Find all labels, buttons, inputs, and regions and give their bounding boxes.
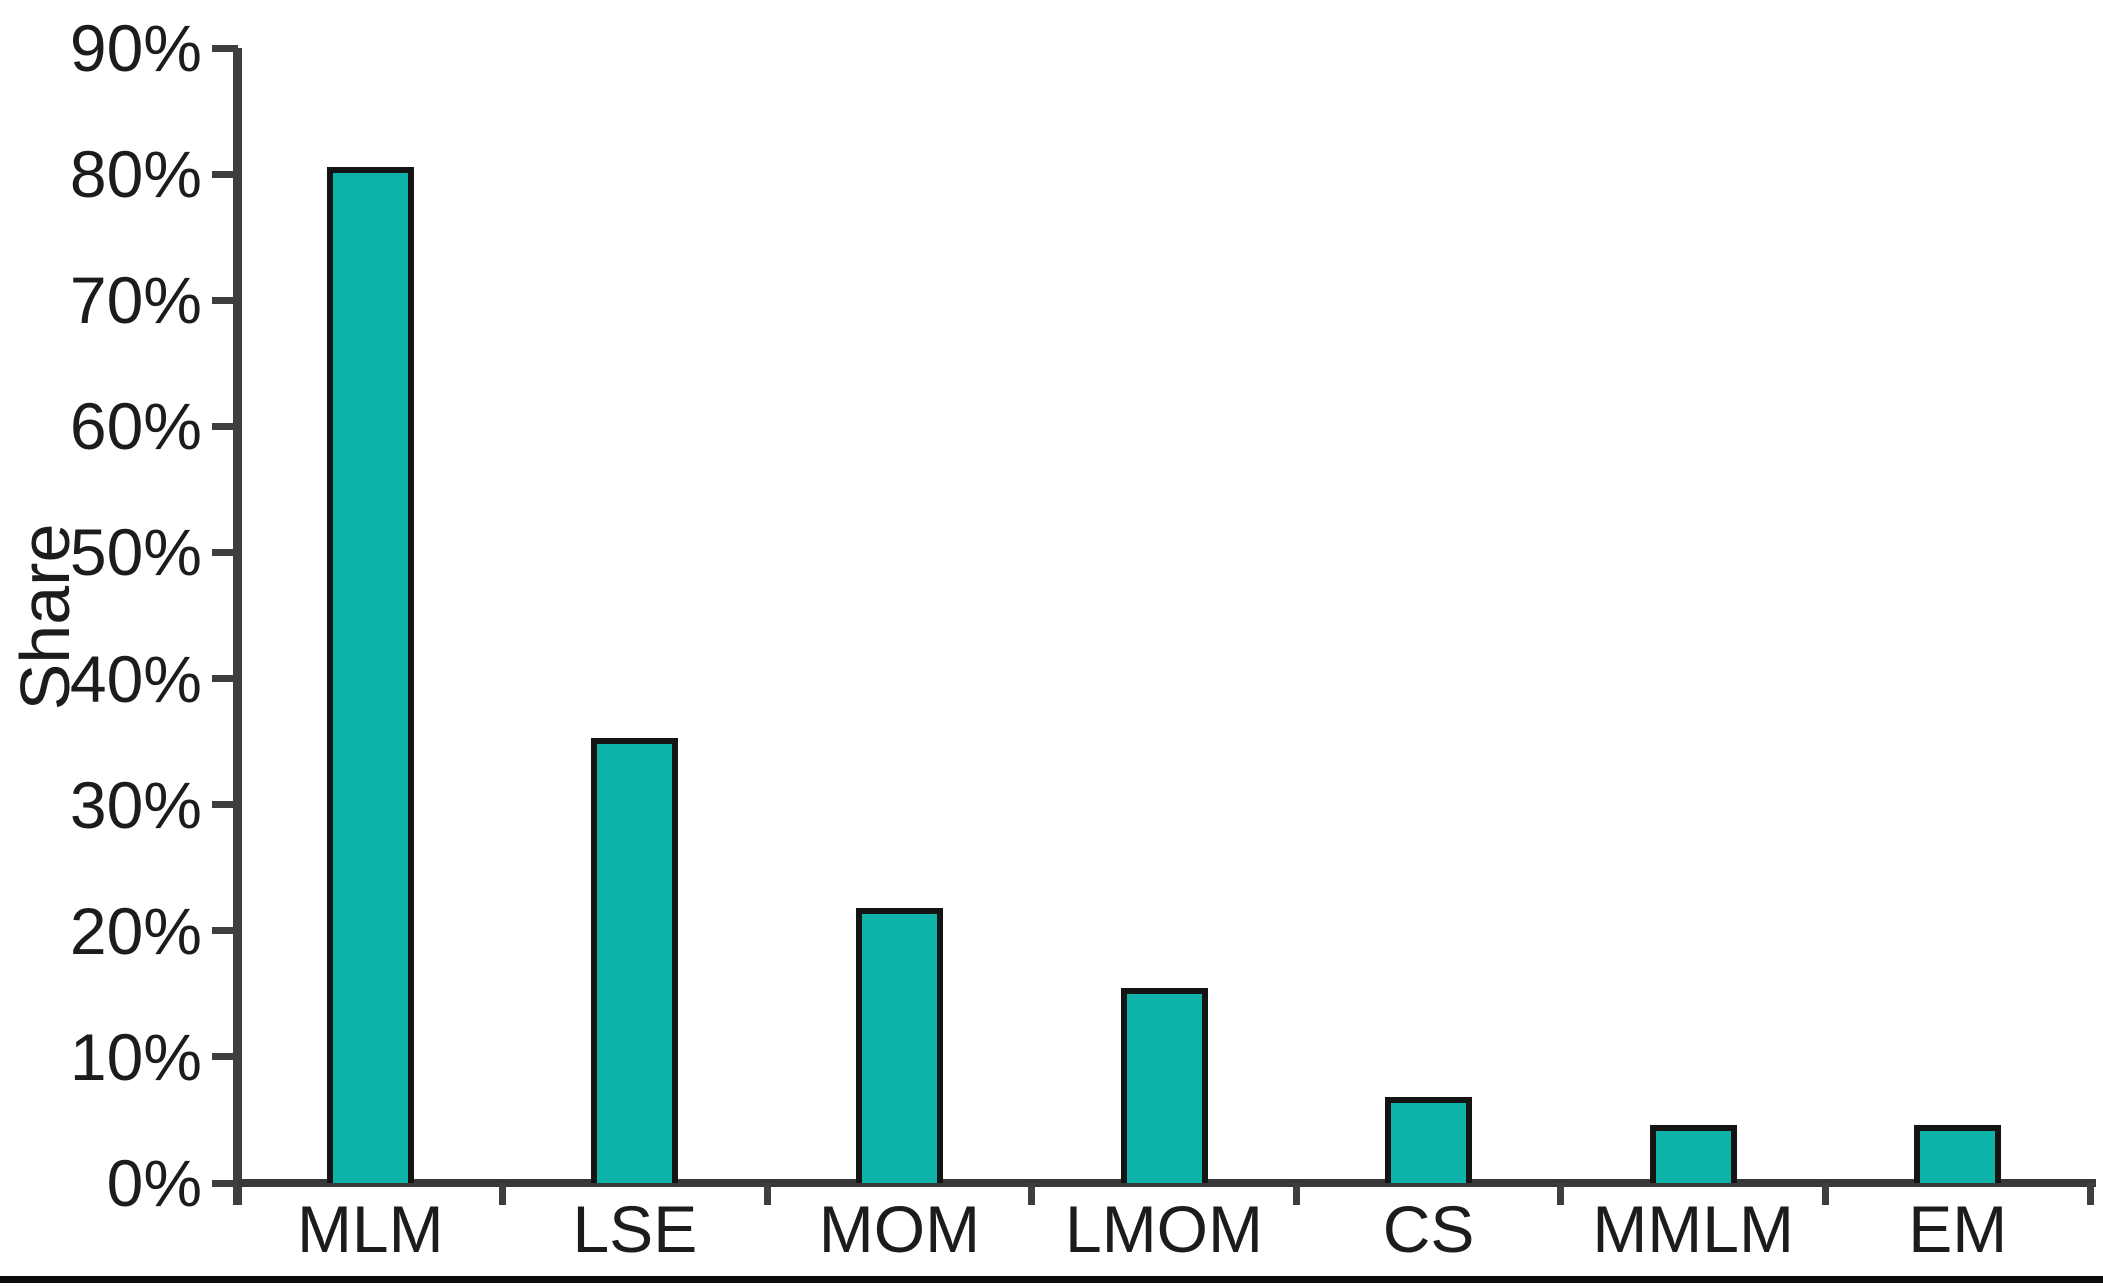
bar-cs: [1385, 1097, 1473, 1183]
bar-em: [1914, 1124, 2002, 1183]
x-tick-mark: [499, 1183, 507, 1205]
y-tick-mark: [212, 675, 238, 683]
x-category-label: EM: [1908, 1192, 2008, 1266]
x-tick-mark: [1028, 1183, 1036, 1205]
x-tick-mark: [1292, 1183, 1300, 1205]
x-category-label: MOM: [818, 1192, 981, 1266]
bar-mom: [855, 908, 943, 1183]
bar-lse: [591, 737, 679, 1183]
y-tick-mark: [212, 422, 238, 430]
y-tick-mark: [212, 44, 238, 52]
y-tick-mark: [212, 170, 238, 178]
bottom-border-line: [0, 1276, 2103, 1283]
y-axis-line: [233, 48, 242, 1205]
x-axis-line: [233, 1179, 2096, 1187]
bar-lmom: [1120, 987, 1208, 1183]
y-tick-label: 80%: [69, 137, 202, 212]
y-tick-mark: [212, 927, 238, 935]
x-category-label: MLM: [296, 1192, 444, 1266]
x-tick-mark: [2086, 1183, 2094, 1205]
y-tick-mark: [212, 1053, 238, 1061]
y-tick-label: 60%: [69, 389, 202, 464]
x-category-label: CS: [1382, 1192, 1475, 1266]
y-tick-mark: [212, 296, 238, 304]
y-tick-mark: [212, 1179, 238, 1187]
x-category-label: LSE: [572, 1192, 698, 1266]
y-tick-label: 10%: [69, 1019, 202, 1094]
x-category-label: MMLM: [1592, 1192, 1794, 1266]
y-tick-label: 0%: [106, 1146, 202, 1220]
y-tick-label: 20%: [69, 893, 202, 968]
y-tick-mark: [212, 801, 238, 809]
x-tick-mark: [1821, 1183, 1829, 1205]
y-tick-mark: [212, 548, 238, 556]
x-tick-mark: [763, 1183, 771, 1205]
bar-mmlm: [1649, 1124, 1737, 1183]
y-tick-label: 30%: [69, 767, 202, 842]
bar-mlm: [326, 166, 414, 1183]
y-tick-label: 40%: [69, 641, 202, 716]
x-tick-mark: [1557, 1183, 1565, 1205]
x-category-label: LMOM: [1065, 1192, 1263, 1266]
y-axis-title: Share: [6, 523, 84, 711]
y-tick-label: 50%: [69, 515, 202, 590]
y-tick-label: 70%: [69, 263, 202, 338]
y-tick-label: 90%: [69, 11, 202, 85]
